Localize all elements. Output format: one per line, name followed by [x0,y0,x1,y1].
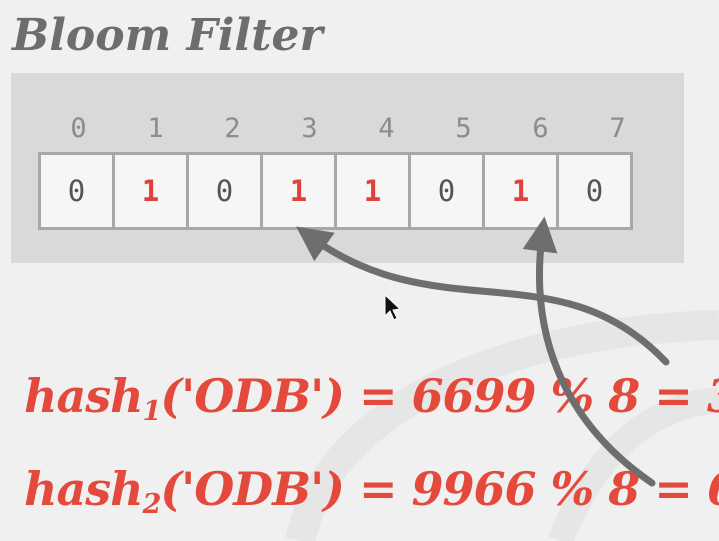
index-label: 4 [378,113,395,144]
hash1-subscript: 1 [142,396,162,427]
index-label: 0 [70,113,87,144]
hash2-fn: hash [24,462,144,516]
index-label: 1 [147,113,164,144]
bit-cell: 1 [334,152,411,230]
index-row: 0 1 2 3 4 5 6 7 [40,114,656,144]
index-label: 7 [609,113,626,144]
page-title: Bloom Filter [12,10,323,61]
bit-cell: 1 [260,152,337,230]
hash1-formula: hash1('ODB') = 6699 % 8 = 3 [24,373,719,425]
bit-cell: 1 [482,152,559,230]
bit-cell: 0 [556,152,633,230]
hash2-subscript: 2 [142,489,162,520]
bit-cell: 0 [38,152,115,230]
hash1-fn: hash [24,369,144,423]
bit-cell: 1 [112,152,189,230]
index-label: 6 [532,113,549,144]
bit-cell: 0 [186,152,263,230]
index-label: 2 [224,113,241,144]
index-label: 3 [301,113,318,144]
hash1-expression: ('ODB') = 6699 % 8 = 3 [160,369,719,423]
bit-array: 0 1 0 1 1 0 1 0 [38,152,633,230]
hash2-expression: ('ODB') = 9966 % 8 = 6 [160,462,719,516]
index-label: 5 [455,113,472,144]
hash2-formula: hash2('ODB') = 9966 % 8 = 6 [24,466,719,518]
bit-cell: 0 [408,152,485,230]
